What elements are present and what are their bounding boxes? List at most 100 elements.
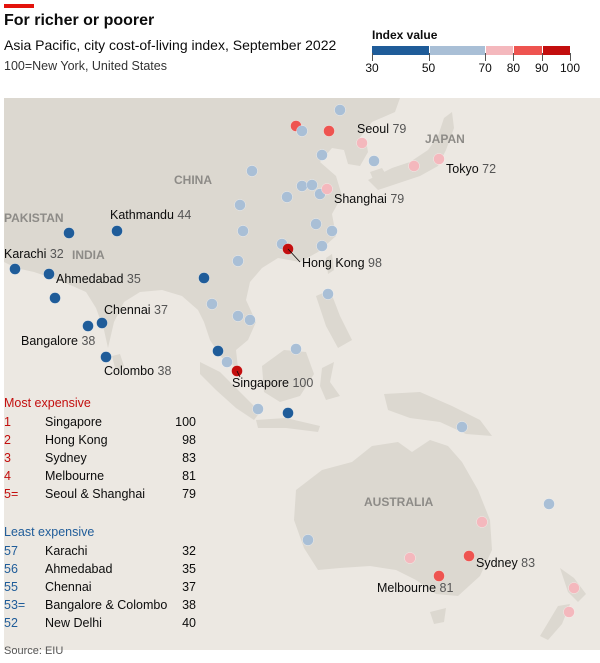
sumatra xyxy=(200,362,260,420)
city-dot xyxy=(326,225,338,237)
city-dot xyxy=(404,552,416,564)
list-city: Ahmedabad xyxy=(45,562,113,576)
list-rank: 53= xyxy=(4,598,26,612)
list-rank: 5= xyxy=(4,487,19,501)
city-dot xyxy=(206,298,218,310)
list-row: 55 Chennai 37 xyxy=(4,580,200,598)
list-row: 56 Ahmedabad 35 xyxy=(4,562,200,580)
city-dot-seoul xyxy=(356,137,368,149)
city-dot xyxy=(198,272,210,284)
source-note: Source: EIU xyxy=(4,645,64,657)
list-row: 2 Hong Kong 98 xyxy=(4,433,200,451)
city-dot xyxy=(310,218,322,230)
java xyxy=(256,418,320,432)
list-rank: 57 xyxy=(4,544,18,558)
asia-mainland xyxy=(4,98,400,368)
city-dot xyxy=(232,310,244,322)
list-city: Hong Kong xyxy=(45,433,108,447)
city-dot xyxy=(302,534,314,546)
legend-tick-label: 50 xyxy=(421,61,436,75)
city-dot xyxy=(306,179,318,191)
list-value: 100 xyxy=(175,415,196,429)
australia xyxy=(294,440,492,596)
legend-swatch xyxy=(486,46,514,55)
city-dot xyxy=(543,498,555,510)
city-label: Chennai 37 xyxy=(104,303,168,317)
city-dot xyxy=(296,125,308,137)
city-dot xyxy=(296,180,308,192)
legend-tick-line xyxy=(513,53,515,61)
list-heading: Most expensive xyxy=(4,396,91,410)
chart-title: For richer or poorer xyxy=(4,12,155,29)
legend-swatch xyxy=(372,46,429,55)
city-dot-karachi xyxy=(9,263,21,275)
list-city: Bangalore & Colombo xyxy=(45,598,168,612)
list-row: 4 Melbourne 81 xyxy=(4,469,200,487)
legend-tick-label: 90 xyxy=(535,61,549,75)
city-label: Bangalore 38 xyxy=(21,334,95,348)
city-dot-shanghai xyxy=(321,183,333,195)
country-labels: CHINA JAPAN PAKISTAN INDIA AUSTRALIA xyxy=(4,132,465,509)
city-dot xyxy=(290,343,302,355)
country-label-india: INDIA xyxy=(72,248,105,262)
list-rank: 2 xyxy=(4,433,11,447)
city-dot xyxy=(334,104,346,116)
list-city: Seoul & Shanghai xyxy=(45,487,146,501)
city-dot xyxy=(252,403,264,415)
city-label: Hong Kong 98 xyxy=(302,256,382,270)
leader-line xyxy=(236,370,241,378)
city-label: Ahmedabad 35 xyxy=(56,272,141,286)
list-rank: 1 xyxy=(4,415,11,429)
list-rank: 56 xyxy=(4,562,18,576)
city-dot xyxy=(246,165,258,177)
city-dot xyxy=(49,292,61,304)
city-dot xyxy=(476,516,488,528)
city-dot xyxy=(323,125,335,137)
legend-tick-line xyxy=(570,53,571,61)
land-masses xyxy=(4,98,586,640)
city-dot xyxy=(221,356,233,368)
list-row: 5= Seoul & Shanghai 79 xyxy=(4,487,200,505)
legend-tick-label: 100 xyxy=(559,61,581,75)
city-label: Karachi 32 xyxy=(4,247,64,261)
country-label-pakistan: PAKISTAN xyxy=(4,211,64,225)
list-value: 79 xyxy=(182,487,196,501)
japan-main xyxy=(368,112,454,190)
city-dot-tokyo xyxy=(433,153,445,165)
city-dot xyxy=(234,199,246,211)
legend-tick-label: 70 xyxy=(478,61,492,75)
chart-note: 100=New York, United States xyxy=(4,59,167,73)
legend-tick-line xyxy=(541,53,543,61)
legend-title: Index value xyxy=(372,28,438,42)
city-dot xyxy=(408,160,420,172)
city-label: Melbourne 81 xyxy=(377,581,453,595)
japan-south xyxy=(370,168,388,186)
taiwan xyxy=(326,254,334,274)
new-zealand-south xyxy=(540,604,570,640)
city-dot xyxy=(244,314,256,326)
sulawesi xyxy=(320,362,340,400)
list-rank: 3 xyxy=(4,451,11,465)
city-dot-bangalore xyxy=(82,320,94,332)
leader-line xyxy=(287,248,301,263)
list-value: 32 xyxy=(182,544,196,558)
list-row: 52 New Delhi 40 xyxy=(4,616,200,634)
city-label: Kathmandu 44 xyxy=(110,208,191,222)
borneo xyxy=(262,350,314,402)
list-row: 1 Singapore 100 xyxy=(4,415,200,433)
city-dot-chennai xyxy=(96,317,108,329)
city-dot xyxy=(281,191,293,203)
city-dot-kathmandu xyxy=(111,225,123,237)
city-dot-sydney xyxy=(463,550,475,562)
list-row: 3 Sydney 83 xyxy=(4,451,200,469)
legend-tick-label: 30 xyxy=(365,61,379,75)
legend-tick-line xyxy=(428,53,430,61)
list-city: New Delhi xyxy=(45,616,102,630)
legend-swatch xyxy=(429,46,486,55)
city-label: Shanghai 79 xyxy=(334,192,404,206)
legend-tick-line xyxy=(372,53,373,61)
chart-subtitle: Asia Pacific, city cost-of-living index,… xyxy=(4,37,337,53)
city-dots xyxy=(9,104,580,618)
legend-tick-line xyxy=(485,53,487,61)
city-labels: Seoul 79 Tokyo 72 Shanghai 79 Kathmandu 44 K… xyxy=(4,122,535,595)
